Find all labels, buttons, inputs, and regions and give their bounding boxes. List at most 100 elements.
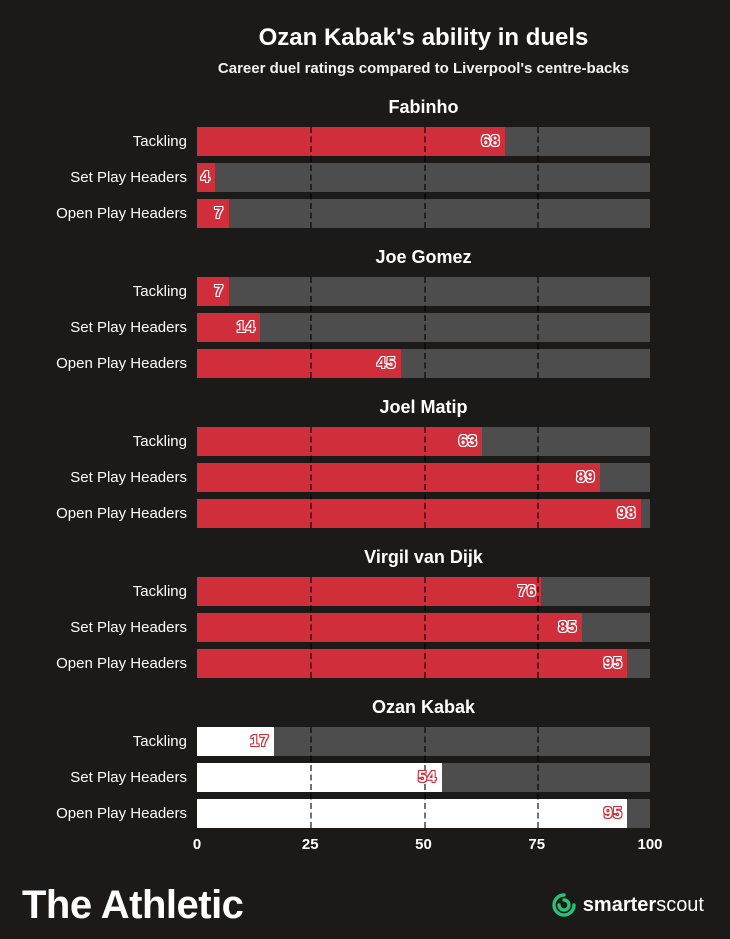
duel-row: Set Play Headers 89: [0, 463, 730, 492]
duel-row: Tackling 17: [0, 727, 730, 756]
player-name: Fabinho: [388, 97, 459, 117]
duel-category-label: Tackling: [132, 283, 187, 300]
duel-rating-value: 7: [214, 204, 224, 222]
player-rows: Tackling 17 Set Play Headers 54 Open Play He…: [0, 727, 730, 828]
axis-tick-label: 0: [192, 836, 202, 853]
player-name: Joel Matip: [379, 397, 468, 417]
bar-track: 14: [197, 313, 650, 342]
duel-category-label: Open Play Headers: [56, 355, 187, 372]
duel-rating-value: 89: [576, 468, 596, 486]
duel-category-label: Set Play Headers: [70, 469, 187, 486]
duel-row: Open Play Headers 98: [0, 499, 730, 528]
duel-rating-bar: 95: [197, 799, 628, 828]
bar-track: 95: [197, 649, 650, 678]
player-rows: Tackling 7 Set Play Headers 14 Open Play Hea…: [0, 277, 730, 378]
footer: The Athletic smarterscout: [22, 883, 704, 927]
player-section: Fabinho Tackling 68 Set Play Headers 4 Open P…: [0, 96, 730, 228]
duel-rating-value: 17: [250, 732, 269, 750]
duel-category-label: Tackling: [132, 583, 187, 600]
player-name: Ozan Kabak: [371, 697, 476, 717]
duel-rating-bar: 85: [197, 613, 583, 642]
duel-rating-bar: 63: [197, 427, 483, 456]
duel-row: Set Play Headers 85: [0, 613, 730, 642]
bar-track: 89: [197, 463, 650, 492]
chart-sections: Fabinho Tackling 68 Set Play Headers 4 Open P…: [0, 96, 730, 828]
duel-category-label: Tackling: [132, 433, 187, 450]
duel-row: Tackling 63: [0, 427, 730, 456]
axis-tick-label: 25: [301, 836, 319, 853]
duel-row: Tackling 68: [0, 127, 730, 156]
duel-rating-bar: 4: [197, 163, 216, 192]
duel-rating-bar: 45: [197, 349, 401, 378]
smarterscout-text-bold: smarter: [582, 893, 657, 916]
duel-category-label: Set Play Headers: [70, 319, 187, 336]
duel-row: Open Play Headers 7: [0, 199, 730, 228]
duel-rating-value: 95: [603, 654, 623, 672]
duel-rating-bar: 14: [197, 313, 261, 342]
bar-track: 76: [197, 577, 650, 606]
smarterscout-text-light: scout: [656, 893, 704, 916]
player-section: Joe Gomez Tackling 7 Set Play Headers 14 Open…: [0, 246, 730, 378]
duel-category-label: Open Play Headers: [56, 505, 187, 522]
bar-track: 45: [197, 349, 650, 378]
axis-tick-label: 100: [637, 836, 663, 853]
duel-category-label: Tackling: [132, 133, 187, 150]
smarterscout-swirl-icon: [551, 892, 577, 918]
player-section: Virgil van Dijk Tackling 76 Set Play Header…: [0, 546, 730, 678]
duel-row: Set Play Headers 54: [0, 763, 730, 792]
duel-row: Tackling 76: [0, 577, 730, 606]
duel-rating-value: 95: [603, 804, 623, 822]
duel-category-label: Open Play Headers: [56, 805, 187, 822]
bar-track: 4: [197, 163, 650, 192]
bar-track: 63: [197, 427, 650, 456]
duel-rating-value: 4: [200, 168, 211, 186]
duel-rating-bar: 7: [197, 277, 229, 306]
bar-track: 17: [197, 727, 650, 756]
bar-track: 95: [197, 799, 650, 828]
bar-track: 7: [197, 277, 650, 306]
player-section: Joel Matip Tackling 63 Set Play Headers 89 Op…: [0, 396, 730, 528]
duel-row: Open Play Headers 95: [0, 649, 730, 678]
duel-rating-value: 63: [458, 432, 478, 450]
duel-rating-bar: 76: [197, 577, 542, 606]
duel-rating-bar: 68: [197, 127, 506, 156]
duel-row: Tackling 7: [0, 277, 730, 306]
duel-rating-bar: 89: [197, 463, 601, 492]
duel-rating-bar: 98: [197, 499, 641, 528]
axis-tick-label: 75: [528, 836, 546, 853]
bar-track: 68: [197, 127, 650, 156]
duel-category-label: Set Play Headers: [70, 619, 187, 636]
bar-track: 7: [197, 199, 650, 228]
bar-track: 98: [197, 499, 650, 528]
duel-rating-bar: 17: [197, 727, 274, 756]
player-name: Joe Gomez: [375, 247, 472, 267]
axis-tick-label: 50: [415, 836, 432, 853]
duel-rating-bar: 95: [197, 649, 628, 678]
x-axis: 0 25 50 75 100: [193, 836, 663, 856]
duel-rating-value: 76: [517, 582, 537, 600]
smarterscout-wordmark: smarterscout: [583, 894, 704, 917]
chart-title: Ozan Kabak's ability in duels: [258, 24, 589, 51]
duel-row: Open Play Headers 45: [0, 349, 730, 378]
duel-rating-value: 54: [417, 768, 437, 786]
duel-row: Set Play Headers 4: [0, 163, 730, 192]
duel-category-label: Open Play Headers: [56, 655, 187, 672]
duel-rating-value: 45: [377, 354, 396, 372]
duel-row: Open Play Headers 95: [0, 799, 730, 828]
player-rows: Tackling 63 Set Play Headers 89 Open Play He…: [0, 427, 730, 528]
bar-track: 54: [197, 763, 650, 792]
duel-rating-value: 85: [558, 618, 578, 636]
duel-rating-bar: 54: [197, 763, 442, 792]
duel-rating-value: 7: [214, 282, 224, 300]
chart-subtitle: Career duel ratings compared to Liverpoo…: [217, 60, 630, 77]
duel-category-label: Tackling: [132, 733, 187, 750]
duel-rating-value: 98: [617, 504, 636, 522]
duel-category-label: Set Play Headers: [70, 769, 187, 786]
duel-category-label: Set Play Headers: [70, 169, 187, 186]
player-rows: Tackling 76 Set Play Headers 85 Open Play He…: [0, 577, 730, 678]
bar-track: 85: [197, 613, 650, 642]
duel-rating-value: 14: [236, 318, 256, 336]
smarterscout-logo: smarterscout: [551, 892, 704, 918]
duel-rating-bar: 7: [197, 199, 229, 228]
